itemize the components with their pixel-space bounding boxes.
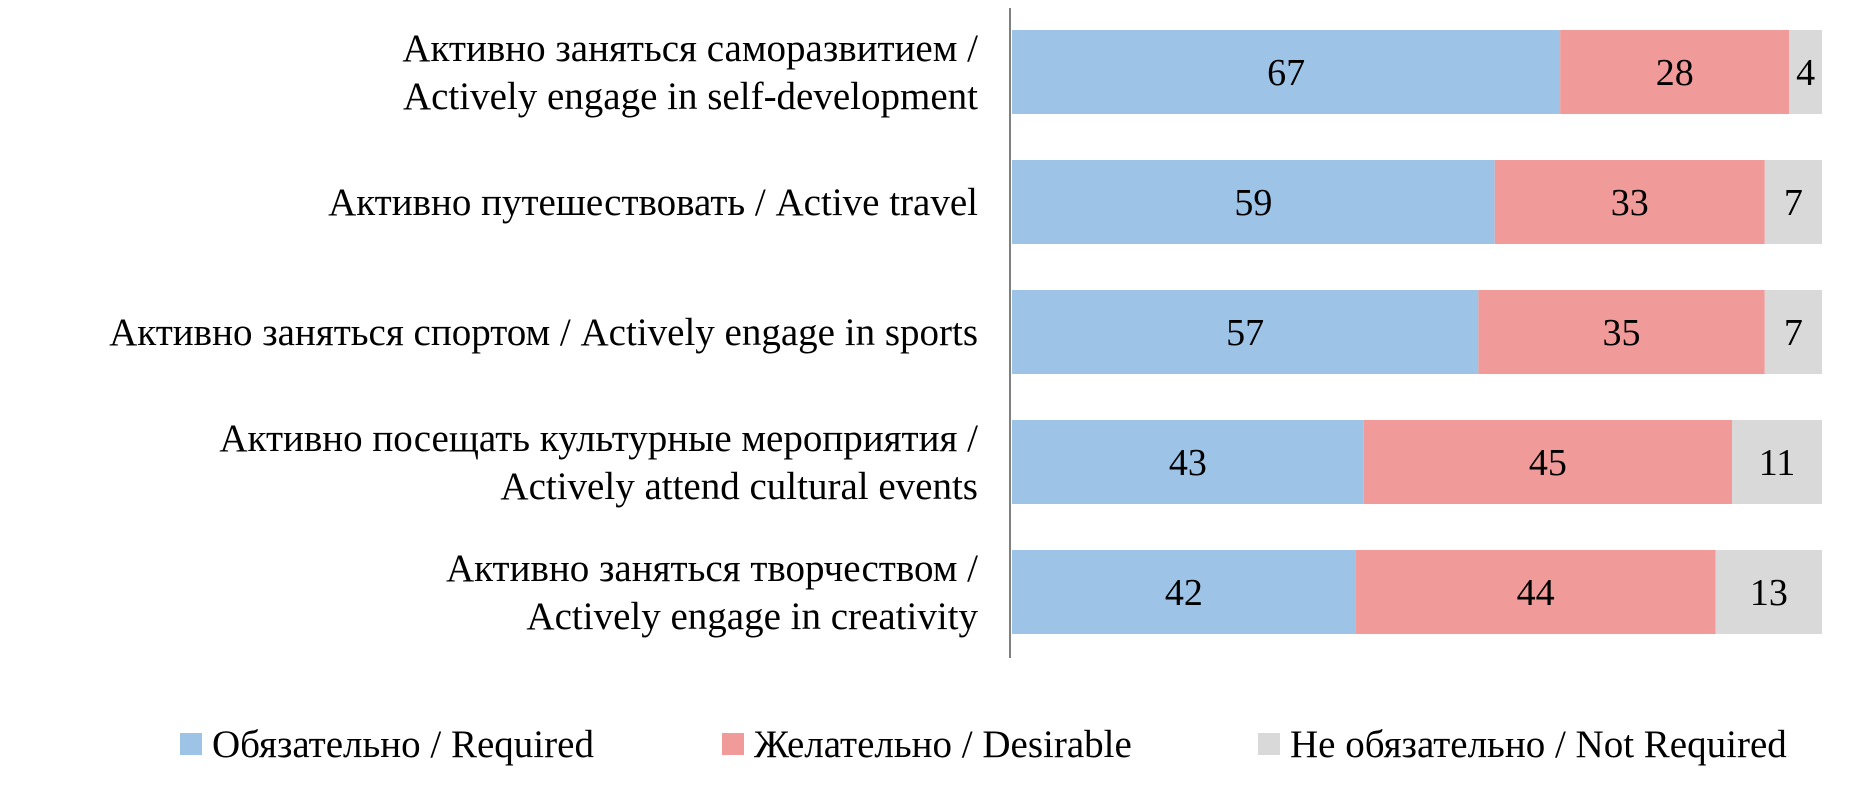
category-labels: Активно заняться саморазвитием / Actively… bbox=[109, 27, 978, 638]
bar-not-required-1 bbox=[1789, 30, 1822, 114]
data-label-not-required-5: 13 bbox=[1750, 572, 1788, 614]
bar-required-2 bbox=[1012, 160, 1495, 244]
data-label-desirable-3: 35 bbox=[1603, 312, 1641, 354]
data-label-required-2: 59 bbox=[1234, 182, 1272, 224]
data-label-required-5: 42 bbox=[1165, 572, 1203, 614]
bar-desirable-4 bbox=[1363, 420, 1732, 504]
data-label-required-3: 57 bbox=[1226, 312, 1264, 354]
data-label-not-required-3: 7 bbox=[1784, 312, 1803, 354]
data-label-not-required-4: 11 bbox=[1759, 442, 1796, 484]
bar-required-5 bbox=[1012, 550, 1356, 634]
legend-label-desirable: Желательно / Desirable bbox=[754, 723, 1132, 766]
data-label-desirable-5: 44 bbox=[1517, 572, 1555, 614]
legend-label-required: Обязательно / Required bbox=[212, 723, 594, 766]
data-label-desirable-1: 28 bbox=[1656, 52, 1694, 94]
bar-not-required-4 bbox=[1732, 420, 1822, 504]
bar-desirable-5 bbox=[1355, 550, 1716, 634]
legend-label-not-required: Не обязательно / Not Required bbox=[1290, 723, 1787, 766]
bar-not-required-5 bbox=[1715, 550, 1822, 634]
category-label-1-line-2: Actively engage in self-development bbox=[403, 75, 978, 118]
category-label-5-line-1: Активно заняться творчеством / bbox=[446, 547, 978, 590]
category-label-1-line-1: Активно заняться саморазвитием / bbox=[402, 27, 978, 70]
legend-swatch-required bbox=[180, 733, 202, 755]
category-label-2: Активно путешествовать / Active travel bbox=[328, 181, 978, 224]
category-label-5-line-2: Actively engage in creativity bbox=[526, 595, 978, 638]
category-label-4-line-2: Actively attend cultural events bbox=[500, 465, 978, 508]
bars-group: 67 28 4 59 33 7 57 35 7 43 45 11 42 44 13 bbox=[1012, 30, 1822, 634]
data-label-not-required-2: 7 bbox=[1784, 182, 1803, 224]
bar-required-3 bbox=[1012, 290, 1479, 374]
bar-desirable-1 bbox=[1560, 30, 1790, 114]
data-label-desirable-4: 45 bbox=[1529, 442, 1567, 484]
category-label-3: Активно заняться спортом / Actively enga… bbox=[109, 311, 978, 354]
legend-swatch-not-required bbox=[1258, 733, 1280, 755]
data-label-required-4: 43 bbox=[1169, 442, 1207, 484]
bar-required-1 bbox=[1012, 30, 1561, 114]
category-label-4-line-1: Активно посещать культурные мероприятия … bbox=[219, 417, 978, 460]
legend: Обязательно / Required Желательно / Desir… bbox=[180, 723, 1787, 766]
legend-swatch-desirable bbox=[722, 733, 744, 755]
bar-not-required-3 bbox=[1764, 290, 1822, 374]
data-label-not-required-1: 4 bbox=[1796, 52, 1815, 94]
bar-desirable-3 bbox=[1478, 290, 1765, 374]
bar-required-4 bbox=[1012, 420, 1364, 504]
bar-desirable-2 bbox=[1494, 160, 1765, 244]
data-label-required-1: 67 bbox=[1267, 52, 1305, 94]
data-label-desirable-2: 33 bbox=[1611, 182, 1649, 224]
bar-not-required-2 bbox=[1764, 160, 1822, 244]
